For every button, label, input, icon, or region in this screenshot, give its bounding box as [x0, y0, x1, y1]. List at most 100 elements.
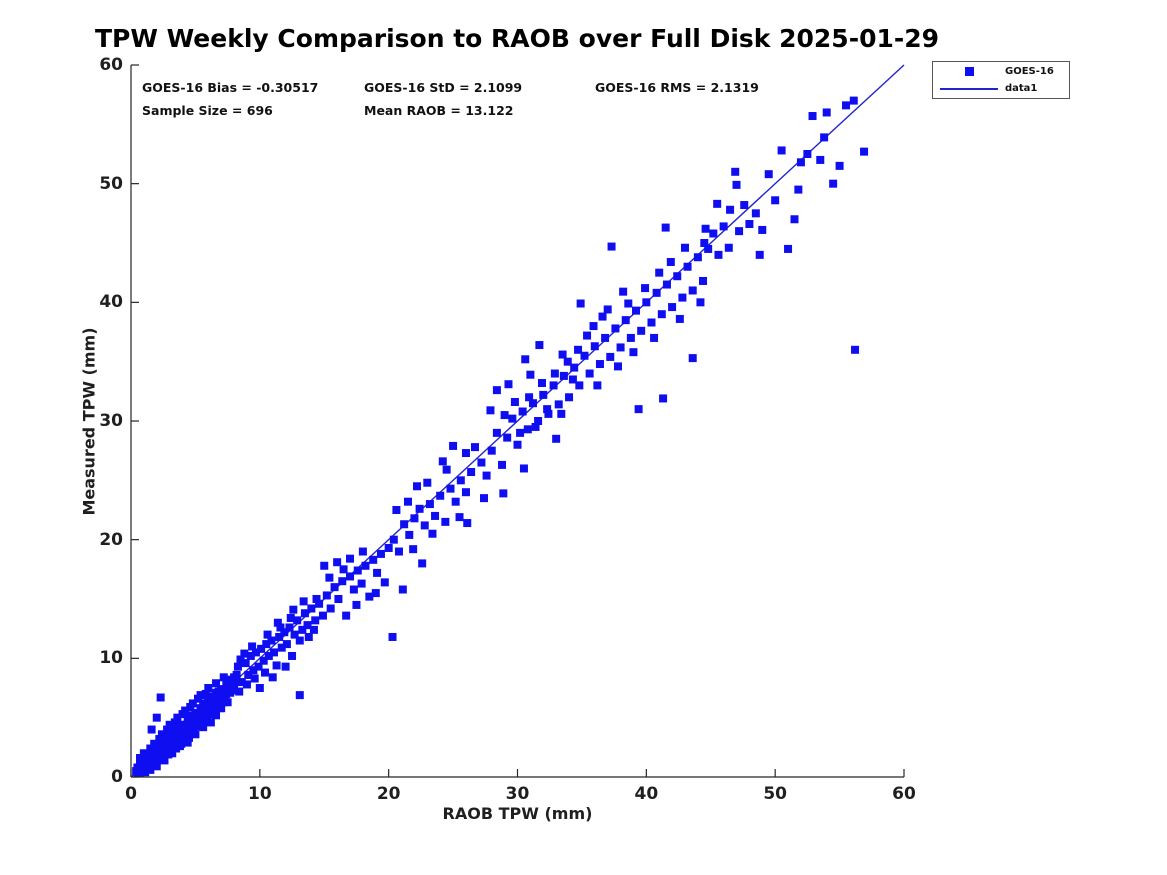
scatter-point: [829, 179, 838, 188]
scatter-point: [353, 566, 362, 575]
x-tick-label: 0: [125, 784, 137, 804]
scatter-point: [267, 636, 276, 645]
line-marker-icon: [940, 87, 998, 90]
x-tick-label: 50: [763, 784, 787, 804]
scatter-point: [683, 262, 692, 271]
scatter-point: [647, 318, 656, 327]
scatter-point: [842, 101, 851, 110]
scatter-point: [334, 595, 343, 603]
scatter-point: [431, 511, 440, 520]
scatter-point: [262, 640, 271, 649]
scatter-point: [554, 400, 563, 409]
scatter-point: [595, 360, 604, 369]
scatter-point: [201, 689, 210, 698]
scatter-point: [803, 150, 812, 158]
scatter-point: [700, 239, 709, 247]
scatter-point: [570, 363, 579, 372]
scatter-point: [662, 280, 671, 289]
scatter-point: [467, 468, 476, 477]
scatter-point: [272, 661, 281, 670]
scatter-point: [418, 559, 427, 568]
x-axis-label: RAOB TPW (mm): [442, 804, 593, 823]
scatter-point: [170, 718, 179, 727]
scatter-point: [146, 744, 155, 753]
scatter-point: [156, 693, 165, 702]
scatter-point: [322, 591, 331, 600]
scatter-point: [544, 409, 553, 418]
scatter-point: [231, 678, 240, 687]
scatter-point: [771, 196, 780, 205]
scatter-point: [624, 299, 633, 308]
scatter-point: [583, 331, 592, 340]
x-tick-label: 10: [247, 784, 272, 804]
scatter-point: [248, 642, 257, 651]
scatter-point: [307, 604, 316, 613]
scatter-point: [389, 535, 398, 544]
scatter-point: [851, 345, 860, 354]
scatter-point: [237, 678, 246, 687]
scatter-point: [206, 718, 215, 727]
scatter-point: [183, 738, 192, 747]
scatter-point: [295, 636, 304, 645]
scatter-point: [263, 630, 272, 639]
scatter-point: [420, 521, 429, 530]
scatter-point: [480, 494, 489, 503]
scatter-point: [731, 167, 740, 176]
scatter-point: [641, 284, 650, 293]
scatter-point: [288, 651, 297, 660]
scatter-point: [428, 529, 437, 538]
scatter-point: [790, 215, 799, 224]
scatter-point: [275, 632, 284, 641]
scatter-point: [751, 209, 760, 218]
scatter-point: [246, 651, 255, 660]
scatter-point: [513, 440, 522, 449]
scatter-point: [400, 520, 409, 529]
scatter-point: [568, 375, 577, 384]
scatter-point: [384, 543, 393, 552]
scatter-point: [373, 568, 382, 577]
scatter-point: [642, 298, 651, 307]
scatter-point: [232, 670, 241, 679]
scatter-point: [535, 341, 544, 350]
scatter-point: [531, 422, 540, 431]
scatter-point: [236, 655, 245, 664]
scatter-point: [441, 517, 450, 526]
scatter-point: [223, 698, 232, 707]
scatter-point: [678, 293, 687, 302]
legend-item-data1: data1: [933, 82, 1069, 96]
scatter-point: [486, 406, 495, 415]
scatter-point: [282, 640, 291, 649]
scatter-point: [516, 428, 525, 437]
scatter-point: [456, 476, 465, 485]
y-tick-label: 60: [99, 55, 123, 75]
scatter-point: [199, 723, 208, 732]
scatter-point: [552, 434, 561, 443]
scatter-point: [463, 519, 472, 528]
scatter-point: [611, 324, 620, 333]
scatter-point: [492, 428, 501, 437]
scatter-point: [392, 506, 401, 514]
y-tick-label: 50: [99, 173, 123, 194]
scatter-point: [191, 730, 200, 739]
scatter-point: [219, 673, 228, 682]
scatter-point: [510, 398, 519, 407]
scatter-point: [413, 482, 422, 491]
scatter-point: [499, 489, 508, 498]
scatter-point: [212, 711, 221, 720]
scatter-point: [565, 393, 574, 402]
scatter-point: [168, 749, 177, 758]
scatter-point: [835, 161, 844, 170]
scatter-point: [626, 333, 635, 342]
scatter-point: [461, 488, 470, 497]
scatter-point: [688, 354, 697, 363]
scatter-point: [196, 691, 205, 700]
scatter-point: [680, 243, 689, 252]
scatter-point: [637, 326, 646, 335]
scatter-point: [726, 205, 735, 214]
scatter-point: [268, 673, 277, 682]
scatter-point: [500, 411, 509, 420]
scatter-point: [410, 514, 419, 523]
scatter-point: [217, 704, 226, 713]
scatter-point: [339, 565, 348, 574]
scatter-point: [338, 577, 347, 586]
